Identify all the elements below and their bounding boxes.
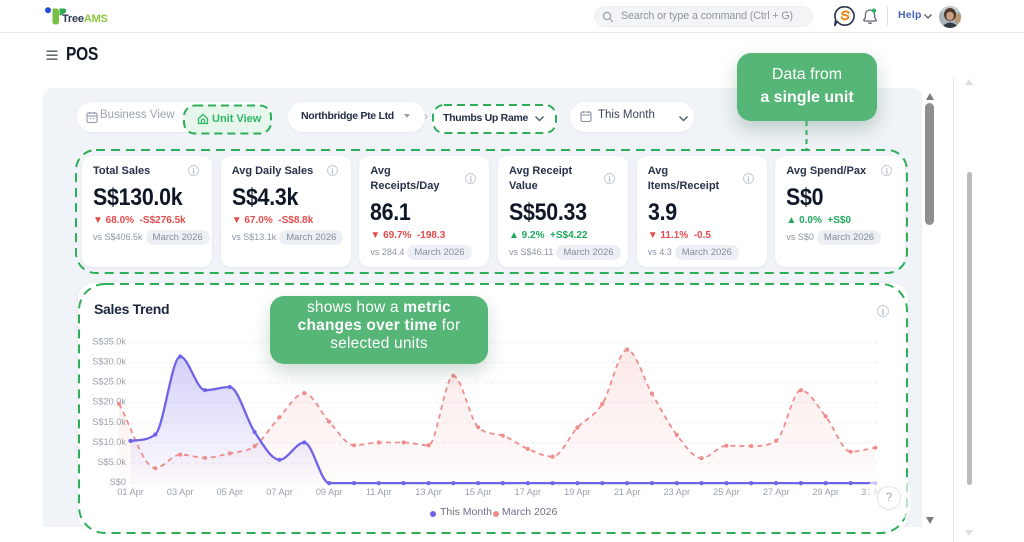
svg-text:25 Apr: 25 Apr [713,487,740,497]
svg-text:S$30.0k: S$30.0k [92,357,126,367]
svg-text:01 Apr: 01 Apr [117,487,144,497]
svg-text:23 Apr: 23 Apr [664,487,691,497]
svg-text:17 Apr: 17 Apr [515,487,542,497]
svg-text:11 Apr: 11 Apr [366,487,392,497]
svg-text:09 Apr: 09 Apr [316,487,343,497]
svg-text:S$35.0k: S$35.0k [92,336,126,346]
svg-text:19 Apr: 19 Apr [564,487,591,497]
svg-text:15 Apr: 15 Apr [465,487,492,497]
svg-text:27 Apr: 27 Apr [763,487,790,497]
svg-text:S$20.0k: S$20.0k [92,397,126,407]
svg-text:05 Apr: 05 Apr [217,487,244,497]
svg-text:29 Apr: 29 Apr [812,487,839,497]
svg-text:21 Apr: 21 Apr [614,487,641,497]
svg-text:S$25.0k: S$25.0k [92,377,126,387]
svg-text:03 Apr: 03 Apr [167,487,194,497]
svg-text:13 Apr: 13 Apr [415,487,442,497]
svg-text:07 Apr: 07 Apr [266,487,293,497]
